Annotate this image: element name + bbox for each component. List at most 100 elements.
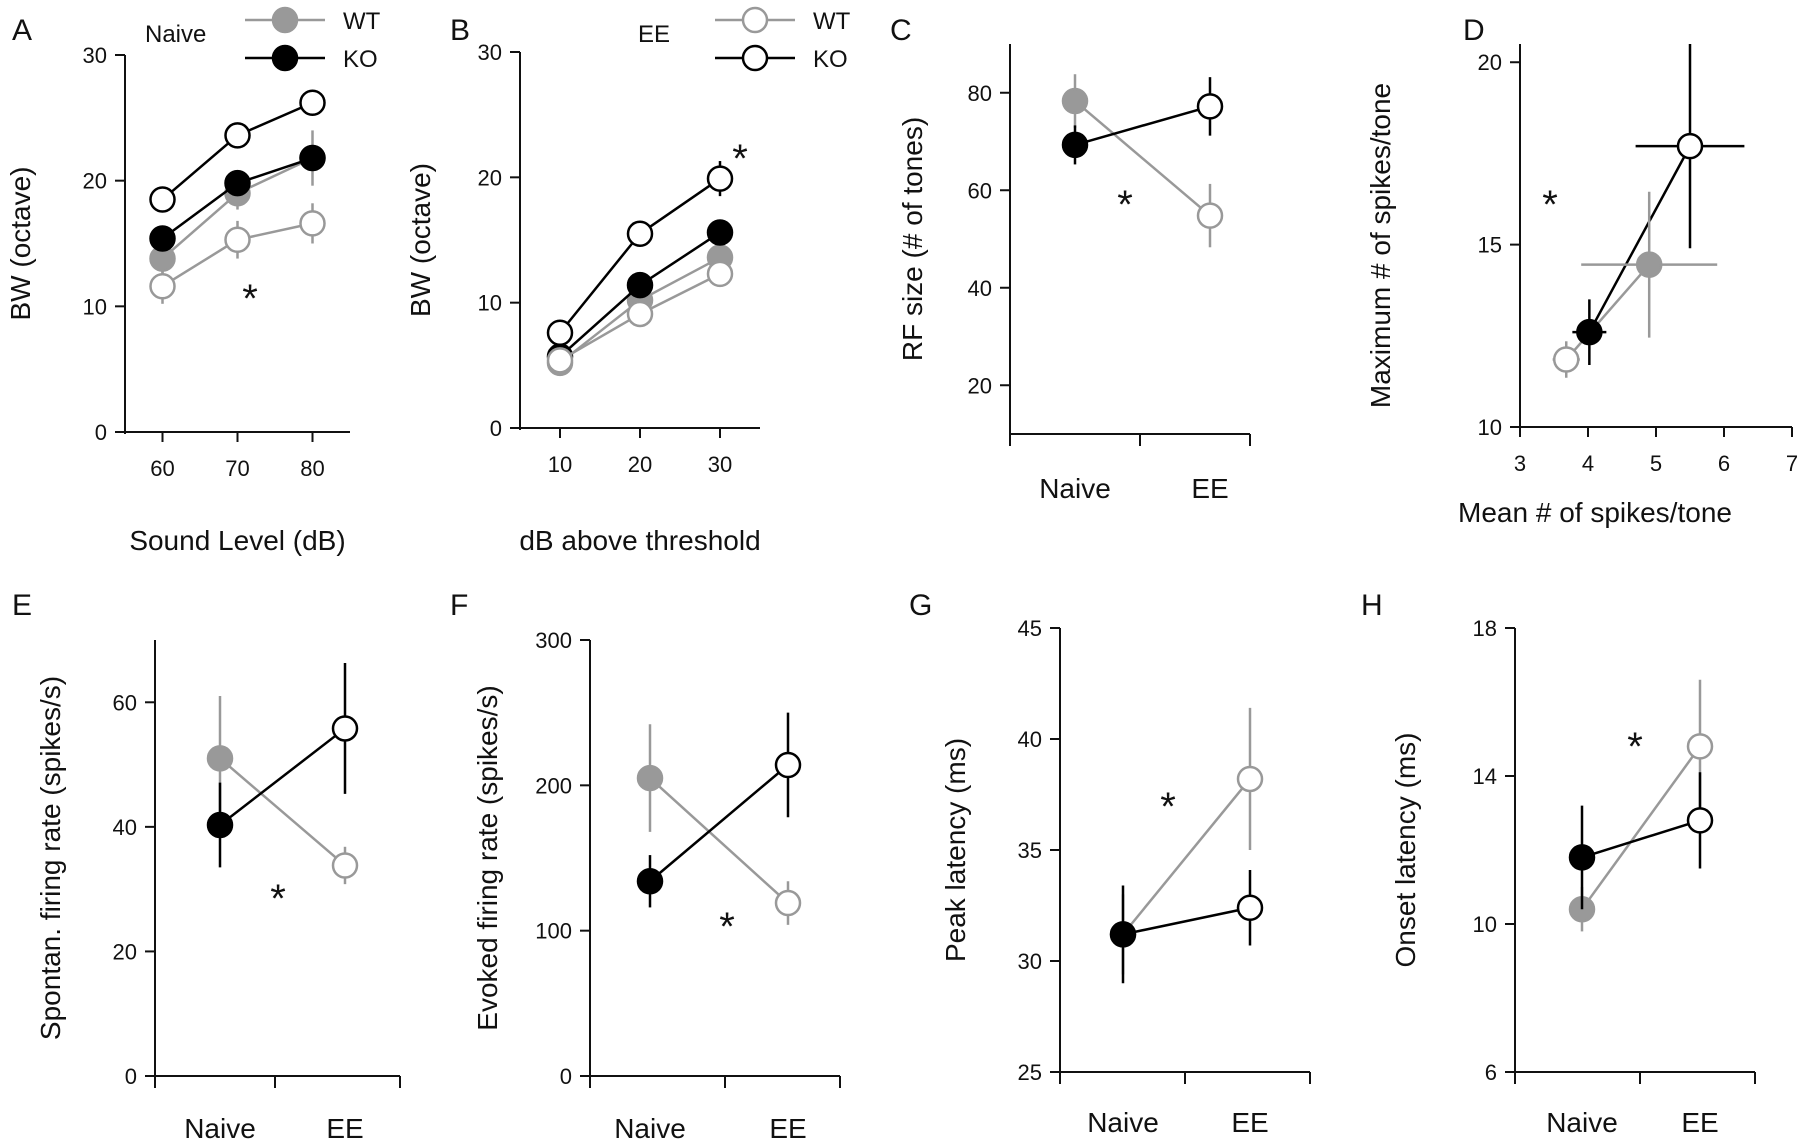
- panel-f: F 0 100 200 300 Naive EE Evoked firing rate (sp…: [450, 589, 841, 1144]
- legend-marker: [741, 6, 769, 34]
- data-point: [1568, 844, 1596, 871]
- category-label: EE: [1191, 473, 1228, 504]
- data-point: [774, 889, 802, 917]
- x-tick-label: 7: [1786, 451, 1798, 476]
- series-wt: [1568, 679, 1714, 932]
- x-tick-label: 80: [300, 456, 324, 481]
- wt-connector: [1565, 263, 1651, 361]
- y-axis-label: RF size (# of tones): [897, 117, 928, 361]
- point-ee-ko: [1635, 44, 1745, 249]
- data-point: [224, 122, 251, 149]
- data-point: [1236, 765, 1264, 793]
- series-line: [649, 777, 789, 904]
- data-point: [706, 165, 734, 192]
- point-ee-wt: [1552, 341, 1580, 378]
- y-tick-label: 40: [113, 815, 137, 840]
- series-ko: [636, 712, 802, 908]
- series-wt: [206, 696, 359, 885]
- legend-label: WT: [343, 8, 381, 35]
- y-tick-label: 15: [1478, 233, 1502, 258]
- data-point: [206, 745, 234, 772]
- x-tick-label: 30: [708, 452, 732, 477]
- y-axis-label: Maximum # of spikes/tone: [1365, 83, 1396, 408]
- data-point: [206, 811, 234, 839]
- y-tick-label: 60: [968, 178, 992, 203]
- category-label: Naive: [1546, 1107, 1618, 1138]
- panel-letter: A: [12, 14, 32, 47]
- legend-marker: [271, 6, 299, 34]
- series-wt: [636, 724, 802, 925]
- data-point: [1061, 87, 1089, 115]
- significance-star: *: [242, 277, 258, 321]
- y-axis-label: Evoked firing rate (spikes/s): [472, 685, 503, 1030]
- panel-letter: F: [450, 589, 468, 622]
- data-point: [626, 220, 654, 247]
- category-label: EE: [769, 1113, 806, 1144]
- point-naive-ko: [1572, 299, 1607, 365]
- series-line: [1074, 105, 1211, 147]
- significance-star: *: [1160, 785, 1176, 829]
- y-tick-label: 40: [968, 276, 992, 301]
- y-tick-label: 18: [1473, 616, 1497, 641]
- y-tick-label: 100: [535, 919, 572, 944]
- data-point: [1635, 251, 1663, 278]
- x-tick-label: 4: [1582, 451, 1594, 476]
- data-point: [774, 751, 802, 779]
- data-point: [1552, 346, 1580, 373]
- data-point: [706, 260, 734, 288]
- category-label: EE: [326, 1113, 363, 1144]
- condition-label: Naive: [145, 21, 206, 48]
- panel-letter: H: [1361, 589, 1383, 622]
- y-tick-label: 35: [1018, 838, 1042, 863]
- legend-label: WT: [813, 8, 851, 35]
- panel-c: C 20 40 60 80 Naive EE RF size (# of tones) *: [890, 14, 1251, 504]
- data-point: [626, 271, 654, 299]
- category-label: Naive: [1039, 473, 1111, 504]
- series-line: [1122, 778, 1251, 936]
- x-tick-label: 5: [1650, 451, 1662, 476]
- y-tick-label: 10: [1478, 415, 1502, 440]
- data-point: [299, 144, 326, 172]
- series-ee-ko: [149, 89, 326, 213]
- panel-letter: C: [890, 14, 912, 47]
- y-tick-label: 0: [125, 1064, 137, 1089]
- category-label: Naive: [1087, 1107, 1159, 1138]
- series-line: [649, 764, 789, 883]
- y-tick-label: 30: [83, 43, 107, 68]
- data-point: [1576, 318, 1603, 346]
- y-tick-label: 14: [1473, 764, 1497, 789]
- x-tick-label: 60: [150, 456, 174, 481]
- panel-letter: E: [12, 589, 32, 622]
- data-point: [149, 225, 176, 252]
- data-point: [331, 715, 359, 742]
- significance-star: *: [1117, 183, 1133, 227]
- panel-d: D 10 15 20 3 4 5 6 7 Maximum # of spikes/tone Mean…: [1365, 14, 1798, 528]
- y-tick-label: 30: [478, 40, 502, 65]
- category-label: Naive: [614, 1113, 686, 1144]
- condition-label: EE: [638, 21, 670, 48]
- x-tick-label: 70: [225, 456, 249, 481]
- y-axis-label: Onset latency (ms): [1390, 733, 1421, 968]
- data-point: [636, 868, 664, 895]
- data-point: [224, 226, 251, 253]
- y-tick-label: 45: [1018, 616, 1042, 641]
- series-ko: [1109, 869, 1264, 984]
- y-tick-label: 200: [535, 773, 572, 798]
- y-tick-label: 20: [83, 169, 107, 194]
- panel-a: A 0 10 20 30 60 70 80 BW (octave) Sound Level (dB…: [5, 6, 381, 556]
- legend-marker: [271, 44, 299, 72]
- data-point: [1109, 921, 1137, 948]
- data-point: [706, 219, 734, 246]
- panel-h: H 6 10 14 18 Naive EE Onset latency (ms) *: [1361, 589, 1756, 1138]
- series-ko: [1061, 77, 1224, 165]
- category-label: Naive: [184, 1113, 256, 1144]
- series-line: [1581, 819, 1701, 859]
- x-tick-label: 3: [1514, 451, 1526, 476]
- data-point: [1236, 894, 1264, 921]
- y-tick-label: 60: [113, 690, 137, 715]
- significance-star: *: [1627, 725, 1643, 769]
- panel-e: E 0 20 40 60 Naive EE Spontan. firing rate (spi…: [12, 589, 401, 1144]
- series-ee-ko: [546, 161, 734, 346]
- data-point: [1061, 131, 1089, 159]
- y-axis-label: Spontan. firing rate (spikes/s): [35, 676, 66, 1040]
